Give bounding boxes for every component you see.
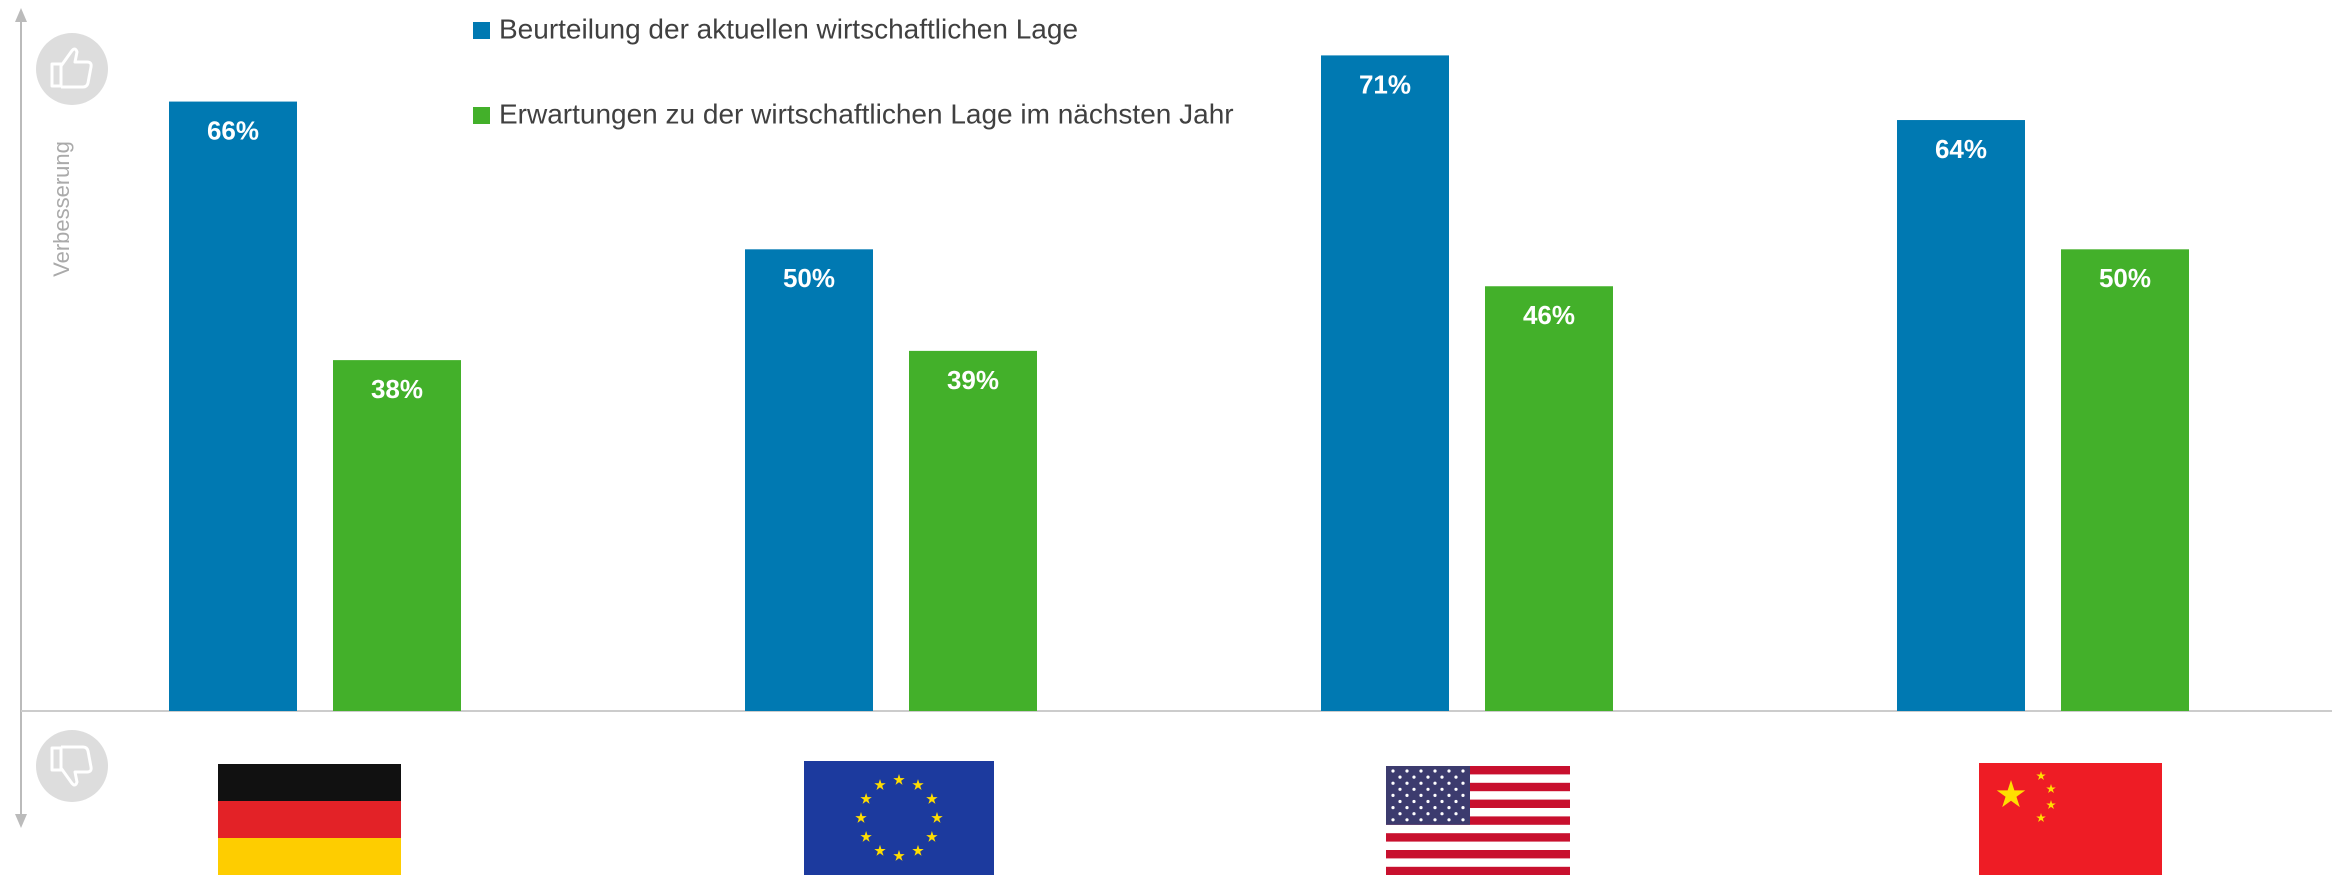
flag-dot [1454, 775, 1458, 779]
flag-china [1979, 763, 2162, 875]
flag-dot [1419, 806, 1423, 810]
flag-dot [1433, 818, 1437, 822]
flag-dot [1398, 775, 1402, 779]
flag-dot [1405, 781, 1409, 785]
arrow-head [15, 814, 27, 828]
data-label: 50% [783, 263, 835, 293]
flag-dot [1447, 793, 1451, 798]
flag-dot [1447, 781, 1451, 785]
legend-swatch [473, 22, 490, 39]
flag-dot [1454, 812, 1458, 816]
flag-dot [1454, 787, 1458, 791]
flag-dot [1447, 806, 1451, 810]
flag-stripe [1386, 799, 1570, 808]
flag-dot [1419, 818, 1423, 822]
flag-dot [1447, 769, 1451, 773]
flag-dot [1454, 799, 1458, 804]
flag-dot [1433, 781, 1437, 785]
flag-dot [1426, 775, 1430, 779]
flag-stripe [1386, 833, 1570, 842]
flag-dot [1426, 787, 1430, 791]
flag-canton [1386, 766, 1470, 825]
flag-dot [1412, 799, 1416, 804]
flag-dot [1433, 806, 1437, 810]
flag-dot [1391, 793, 1395, 798]
bar [745, 249, 873, 711]
data-label: 66% [207, 115, 259, 145]
flag-stripe [1386, 766, 1570, 775]
arrow-head [15, 8, 27, 22]
flag-dot [1391, 818, 1395, 822]
bar [1485, 286, 1613, 711]
flag-dot [1405, 769, 1409, 773]
flag-dot [1405, 793, 1409, 798]
flag-dot [1440, 775, 1444, 779]
bar [1321, 55, 1449, 712]
flag-dot [1398, 812, 1402, 816]
flag-eu [804, 761, 994, 875]
flag-dot [1440, 812, 1444, 816]
flag-dot [1419, 793, 1423, 798]
flag-dot [1433, 793, 1437, 798]
flag-dot [1412, 775, 1416, 779]
data-label: 50% [2099, 263, 2151, 293]
data-label: 71% [1359, 69, 1411, 99]
data-label: 64% [1935, 134, 1987, 164]
flag-dot [1461, 806, 1465, 810]
bar [169, 101, 297, 712]
bar [333, 360, 461, 711]
flag-dot [1461, 793, 1465, 798]
flag-dot [1426, 812, 1430, 816]
flag-dot [1398, 799, 1402, 804]
flag-dot [1405, 818, 1409, 822]
flag-dot [1440, 787, 1444, 791]
flag-dot [1433, 769, 1437, 773]
legend-swatch [473, 107, 490, 124]
data-label: 46% [1523, 300, 1575, 330]
flag-dot [1419, 781, 1423, 785]
flag-dot [1461, 769, 1465, 773]
flag-dot [1426, 799, 1430, 804]
flag-usa [1386, 766, 1570, 875]
flag-stripe [1386, 816, 1570, 825]
flag-germany [218, 764, 401, 875]
flag-dot [1398, 787, 1402, 791]
flag-dot [1461, 781, 1465, 785]
flag-dot [1447, 818, 1451, 822]
legend-label: Erwartungen zu der wirtschaftlichen Lage… [499, 98, 1234, 129]
flag-dot [1440, 799, 1444, 804]
data-label: 38% [371, 374, 423, 404]
flag-dot [1391, 769, 1395, 773]
data-label: 39% [947, 365, 999, 395]
flag-dot [1461, 818, 1465, 822]
thumb-up-icon [36, 33, 108, 105]
flag-dot [1412, 787, 1416, 791]
bar [2061, 249, 2189, 711]
flag-dot [1419, 769, 1423, 773]
y-axis-label: Verbesserung [49, 141, 74, 277]
bar [1897, 120, 2025, 712]
flag-stripe [1386, 850, 1570, 859]
legend-label: Beurteilung der aktuellen wirtschaftlich… [499, 13, 1078, 44]
bar [909, 350, 1037, 711]
flag-dot [1405, 806, 1409, 810]
flag-stripe [1386, 866, 1570, 875]
flag-dot [1391, 806, 1395, 810]
thumb-down-icon [36, 730, 108, 802]
flag-dot [1391, 781, 1395, 785]
flag-stripe [1386, 782, 1570, 792]
flag-dot [1412, 812, 1416, 816]
